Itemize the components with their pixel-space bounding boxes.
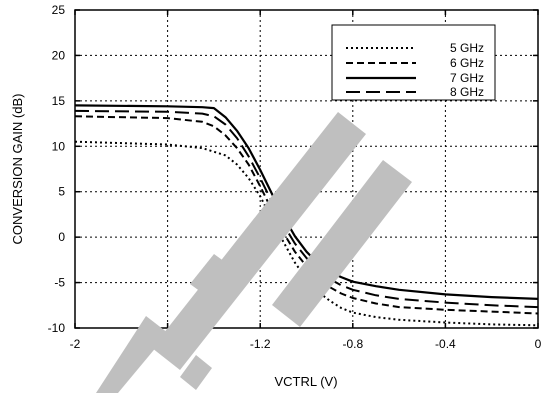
legend-label: 6 GHz: [450, 56, 484, 70]
x-tick-label: -0.4: [435, 337, 456, 351]
x-tick-label: -1.2: [250, 337, 271, 351]
x-tick-label: 0: [535, 337, 542, 351]
series-line-8-ghz: [74, 109, 539, 309]
y-tick-label: 10: [52, 139, 66, 153]
y-tick-label: 25: [52, 3, 66, 17]
y-tick-label: -10: [48, 321, 66, 335]
y-tick-label: 5: [58, 185, 65, 199]
y-tick-label: -5: [54, 276, 65, 290]
watermark-stroke-3: [96, 316, 168, 393]
y-tick-label: 0: [58, 230, 65, 244]
x-tick-label: -2: [70, 337, 81, 351]
watermark: [96, 112, 412, 393]
watermark-stroke-5: [180, 355, 212, 390]
legend-label: 5 GHz: [450, 41, 484, 55]
legend-label: 8 GHz: [450, 85, 484, 99]
y-tick-label: 20: [52, 48, 66, 62]
series-line-7-ghz: [74, 104, 539, 300]
y-axis-title: CONVERSION GAIN (dB): [10, 94, 25, 245]
y-tick-label: 15: [52, 94, 66, 108]
x-tick-label: -0.8: [342, 337, 363, 351]
watermark-stroke-1: [152, 112, 366, 370]
series-line-6-ghz: [74, 115, 539, 315]
x-axis-title: VCTRL (V): [274, 374, 337, 389]
legend-label: 7 GHz: [450, 71, 484, 85]
watermark-stroke-4: [190, 254, 236, 300]
watermark-stroke-2: [272, 160, 412, 327]
plot-frame: [74, 9, 539, 329]
